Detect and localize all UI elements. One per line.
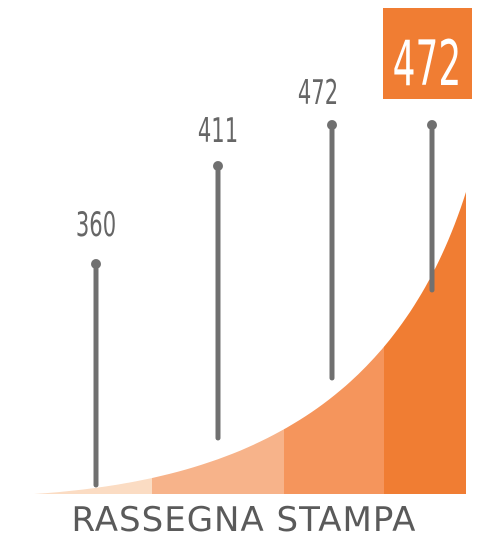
chart-caption: RASSEGNA STAMPA (71, 500, 417, 540)
highlight-value: 472 (393, 28, 462, 100)
marker-label-3: 472 (298, 73, 338, 113)
marker-dot-4 (427, 120, 437, 130)
marker-label-2: 411 (198, 111, 238, 151)
marker-dot-2 (213, 161, 223, 171)
marker-dot-1 (91, 259, 101, 269)
area-segment-1 (34, 192, 152, 494)
marker-dot-3 (327, 120, 337, 130)
growth-area (34, 192, 466, 494)
highlight-box (383, 8, 472, 99)
area-segment-4 (384, 192, 466, 494)
marker-stems (91, 120, 437, 488)
marker-label-1: 360 (76, 205, 116, 245)
